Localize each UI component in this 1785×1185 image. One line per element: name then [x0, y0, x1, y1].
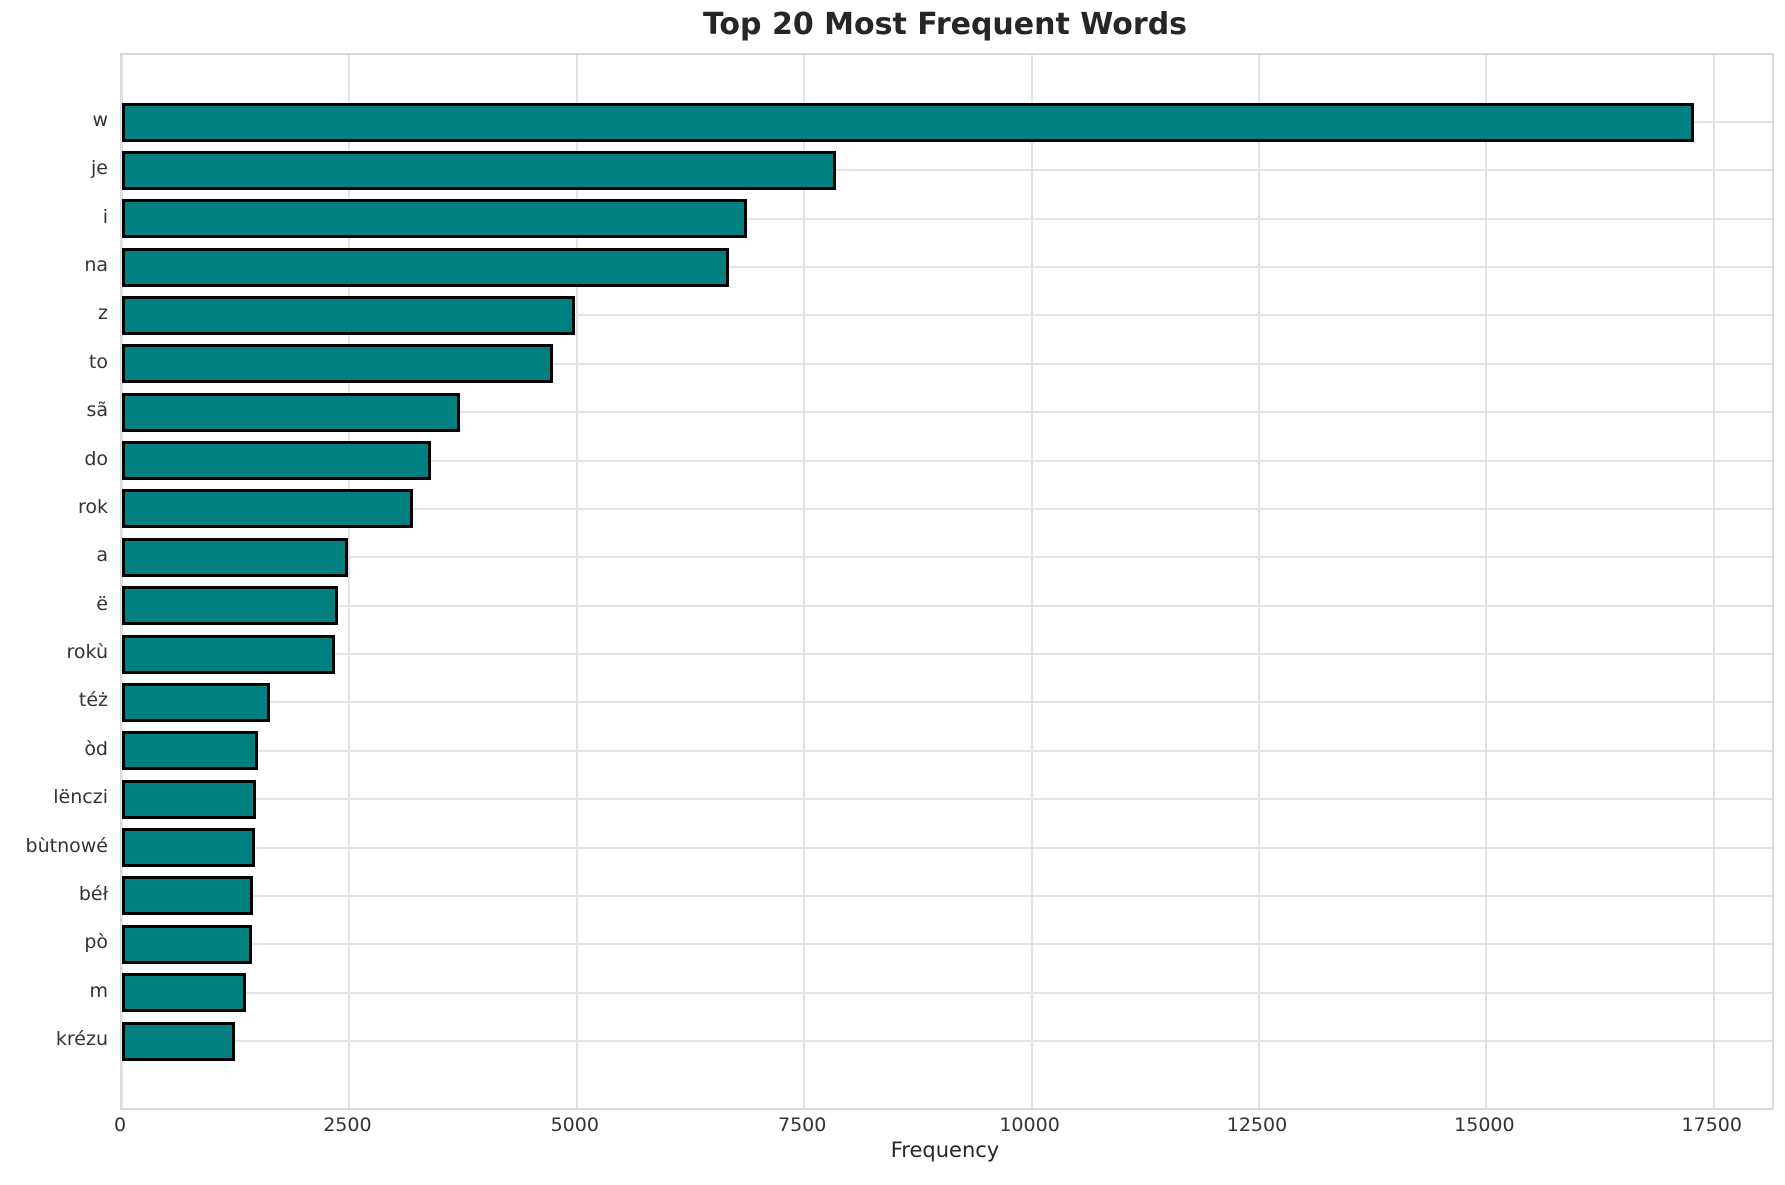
y-tick-label-téż: téż — [78, 689, 108, 712]
y-gridline-krézu — [122, 1040, 1772, 1042]
y-tick-label-krézu: krézu — [55, 1028, 108, 1050]
y-tick-label-do: do — [84, 447, 108, 470]
y-tick-label-bùtnowé: bùtnowé — [25, 834, 108, 857]
bar-ë — [122, 586, 339, 626]
y-tick-label-pò: pò — [84, 931, 108, 954]
x-tick-label-0: 0 — [113, 1114, 127, 1136]
bar-pò — [122, 924, 253, 964]
x-gridline-12500 — [1257, 55, 1260, 1108]
y-tick-label-i: i — [102, 205, 108, 228]
y-tick-label-lënczi: lënczi — [53, 786, 108, 809]
x-tick-label-17500: 17500 — [1681, 1114, 1742, 1136]
y-gridline-sã — [122, 411, 1772, 414]
bar-rokù — [122, 634, 335, 674]
bar-z — [122, 295, 575, 335]
x-gridline-5000 — [575, 55, 578, 1108]
y-gridline-na — [122, 266, 1772, 269]
bar-do — [122, 441, 431, 481]
bar-je — [122, 150, 837, 190]
y-tick-label-a: a — [96, 544, 108, 567]
y-tick-label-w: w — [92, 109, 108, 131]
bar-to — [122, 344, 553, 384]
bar-rok — [122, 489, 413, 529]
y-gridline-z — [122, 314, 1772, 317]
x-tick-label-7500: 7500 — [778, 1114, 827, 1136]
y-tick-label-to: to — [88, 350, 108, 373]
x-gridline-15000 — [1485, 55, 1488, 1108]
x-gridline-2500 — [348, 55, 351, 1108]
y-gridline-bùtnowé — [122, 846, 1772, 849]
y-tick-label-béł: béł — [78, 882, 108, 905]
y-gridline-rok — [122, 507, 1772, 510]
y-tick-label-ë: ë — [96, 592, 108, 615]
y-gridline-to — [122, 362, 1772, 365]
bar-béł — [122, 876, 254, 916]
y-gridline-i — [122, 217, 1772, 220]
y-tick-label-rok: rok — [77, 495, 108, 518]
plot-area — [120, 53, 1774, 1110]
y-gridline-rokù — [122, 653, 1772, 656]
x-tick-label-2500: 2500 — [323, 1114, 372, 1136]
x-gridline-17500 — [1712, 55, 1715, 1108]
y-gridline-lënczi — [122, 798, 1772, 801]
y-gridline-pò — [122, 943, 1772, 946]
y-gridline-béł — [122, 894, 1772, 897]
y-tick-label-z: z — [98, 302, 108, 325]
x-tick-label-12500: 12500 — [1226, 1114, 1288, 1136]
y-tick-label-sã: sã — [86, 399, 108, 422]
x-gridline-0 — [121, 55, 123, 1108]
bar-òd — [122, 731, 258, 771]
y-tick-label-rokù: rokù — [66, 641, 108, 664]
y-gridline-je — [122, 169, 1772, 172]
y-gridline-m — [122, 991, 1772, 994]
y-tick-label-òd: òd — [84, 737, 108, 760]
y-gridline-ë — [122, 604, 1772, 607]
bar-a — [122, 537, 349, 577]
y-gridline-òd — [122, 749, 1772, 752]
y-gridline-do — [122, 459, 1772, 462]
bar-lënczi — [122, 779, 257, 819]
bar-na — [122, 247, 730, 287]
bar-w — [122, 102, 1694, 142]
y-tick-label-je: je — [91, 157, 108, 180]
chart-title: Top 20 Most Frequent Words — [702, 7, 1188, 42]
y-tick-label-m: m — [89, 979, 108, 1002]
y-gridline-a — [122, 556, 1772, 559]
x-tick-label-15000: 15000 — [1454, 1114, 1515, 1136]
x-axis-label: Frequency — [890, 1138, 1000, 1162]
bar-sã — [122, 392, 460, 432]
x-gridline-7500 — [803, 55, 806, 1108]
y-gridline-téż — [122, 701, 1772, 704]
bar-bùtnowé — [122, 828, 255, 868]
bar-téż — [122, 682, 271, 722]
bar-m — [122, 973, 246, 1013]
x-gridline-10000 — [1030, 55, 1033, 1108]
y-tick-label-na: na — [84, 254, 108, 277]
x-tick-label-10000: 10000 — [999, 1114, 1060, 1136]
x-tick-label-5000: 5000 — [550, 1114, 599, 1136]
bar-krézu — [122, 1021, 235, 1061]
bar-i — [122, 199, 748, 239]
